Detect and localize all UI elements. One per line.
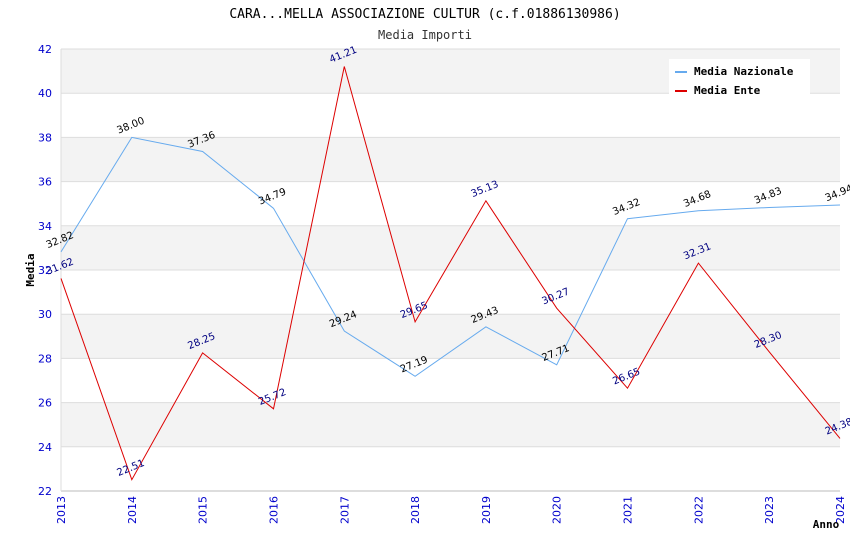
legend-label-media-ente: Media Ente (694, 84, 761, 97)
y-tick-label: 36 (38, 176, 52, 189)
plot-band (61, 402, 840, 447)
series-line-media-ente (60, 66, 841, 481)
plot-background (61, 49, 840, 491)
x-tick-label: 2014 (126, 496, 139, 524)
plot-band (61, 358, 840, 403)
x-tick-label: 2021 (622, 496, 635, 524)
y-axis-ticks: 22 24 26 28 30 32 34 36 38 40 42 (38, 43, 52, 498)
y-tick-label: 28 (38, 352, 52, 365)
x-tick-label: 2019 (480, 496, 493, 524)
x-axis-title: Anno (813, 518, 840, 531)
x-tick-label: 2017 (338, 496, 351, 524)
plot-band (61, 270, 840, 315)
series-line-media-nazionale (60, 136, 841, 377)
y-axis-title: Media (24, 253, 37, 286)
x-tick-label: 2020 (551, 496, 564, 524)
plot-band (61, 225, 840, 270)
y-tick-label: 24 (38, 441, 52, 454)
y-tick-label: 40 (38, 87, 52, 100)
legend-box (669, 59, 810, 97)
grid-lines (60, 48, 840, 492)
x-tick-label: 2023 (763, 496, 776, 524)
y-tick-label: 30 (38, 308, 52, 321)
x-tick-label: 2013 (55, 496, 68, 524)
plot-band (61, 446, 840, 491)
x-tick-label: 2022 (692, 496, 705, 524)
plot-band (61, 137, 840, 182)
x-axis-ticks: 2013 2014 2015 2016 2017 2018 2019 2020 2021 2022… (55, 496, 847, 524)
y-tick-label: 42 (38, 43, 52, 56)
x-tick-label: 2015 (197, 496, 210, 524)
series-lines (60, 66, 841, 481)
y-tick-label: 26 (38, 397, 52, 410)
y-tick-label: 22 (38, 485, 52, 498)
x-tick-label: 2018 (409, 496, 422, 524)
x-tick-label: 2024 (834, 496, 847, 524)
y-tick-label: 34 (38, 220, 52, 233)
y-tick-label: 32 (38, 264, 52, 277)
legend: Media Nazionale Media Ente (669, 59, 810, 97)
chart-subtitle: Media Importi (378, 28, 472, 42)
plot-band (61, 181, 840, 226)
plot-band (61, 93, 840, 138)
y-tick-label: 38 (38, 131, 52, 144)
x-tick-label: 2016 (267, 496, 280, 524)
chart-title: CARA...MELLA ASSOCIAZIONE CULTUR (c.f.01… (229, 7, 620, 22)
legend-label-media-nazionale: Media Nazionale (694, 65, 794, 78)
